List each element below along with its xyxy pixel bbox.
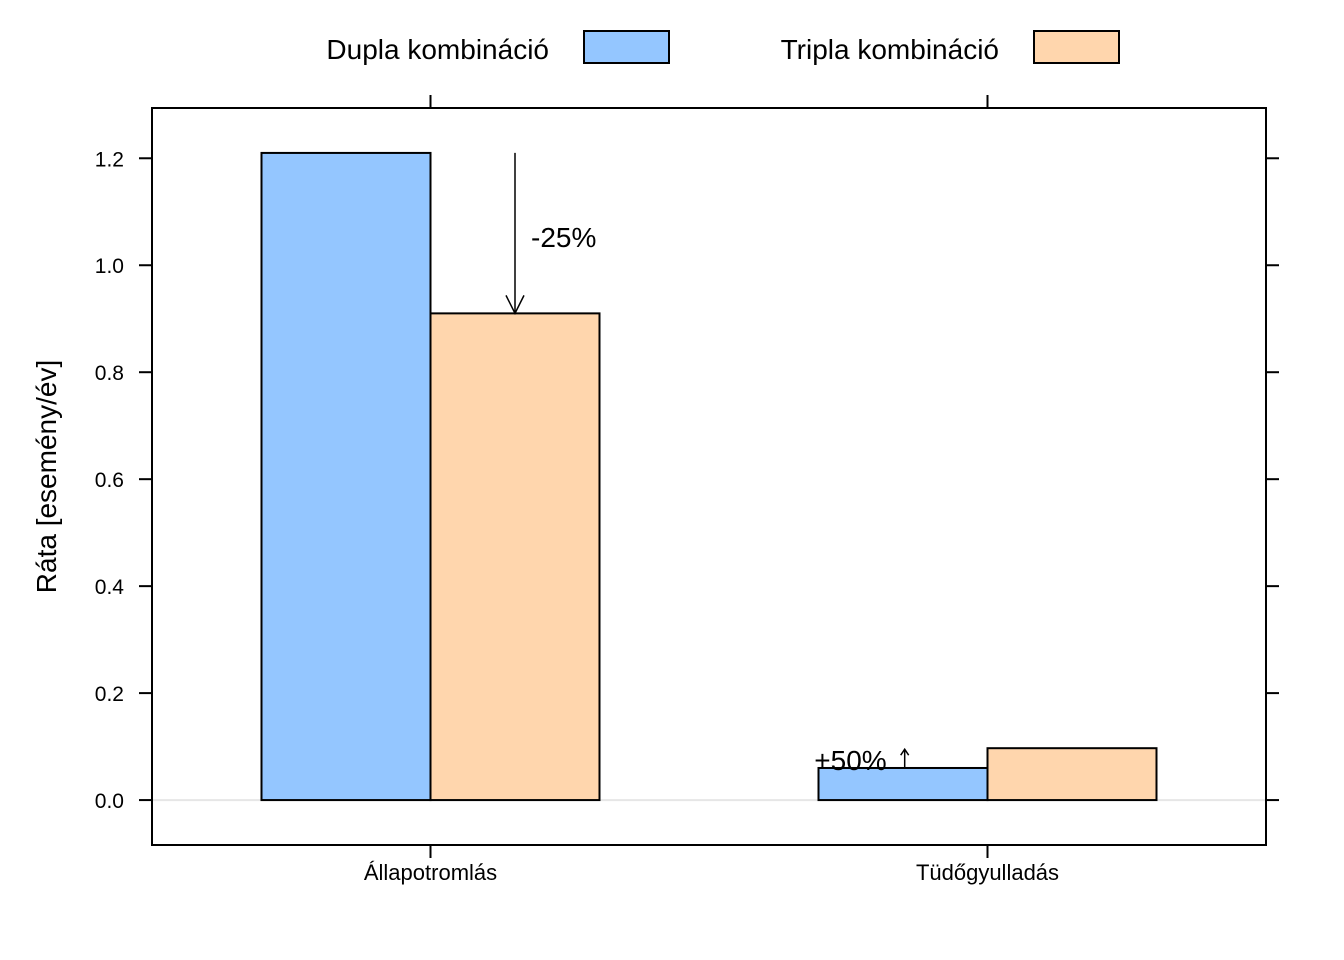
y-tick-label: 1.2 bbox=[95, 148, 124, 171]
plot-frame bbox=[151, 107, 1267, 846]
x-category-label: Tüdőgyulladás bbox=[916, 860, 1059, 885]
annotation-arrow-head bbox=[505, 295, 525, 316]
bars bbox=[260, 151, 1158, 802]
y-tick-label: 1.0 bbox=[95, 255, 124, 278]
x-axis: Állapotromlás Tüdőgyulladás bbox=[364, 95, 1059, 885]
y-tick-label: 0.4 bbox=[95, 576, 125, 599]
annotation-label: +50% bbox=[814, 745, 886, 776]
y-tick-label: 0.8 bbox=[95, 362, 124, 385]
bar-dupla-1 bbox=[260, 151, 432, 802]
y-axis: 0.0 0.2 0.4 0.6 0.8 1.0 1.2 bbox=[95, 148, 1279, 813]
y-tick-label: 0.0 bbox=[95, 790, 124, 813]
bar-tripla-1 bbox=[429, 312, 601, 802]
legend: Dupla kombináció Tripla kombináció bbox=[326, 30, 1120, 65]
y-axis-title: Ráta [esemény/év] bbox=[31, 360, 62, 593]
legend-label-tripla: Tripla kombináció bbox=[781, 34, 999, 65]
annotation-arrow-head bbox=[900, 747, 910, 756]
legend-label-dupla: Dupla kombináció bbox=[326, 34, 549, 65]
y-tick-label: 0.6 bbox=[95, 469, 124, 492]
annotation-label: -25% bbox=[531, 222, 596, 253]
legend-swatch-dupla bbox=[583, 30, 670, 64]
legend-swatch-tripla bbox=[1033, 30, 1120, 64]
y-tick-label: 0.2 bbox=[95, 683, 124, 706]
bar-tripla-2 bbox=[986, 747, 1158, 802]
annotations: -25% +50% bbox=[505, 152, 910, 776]
x-category-label: Állapotromlás bbox=[364, 860, 497, 885]
